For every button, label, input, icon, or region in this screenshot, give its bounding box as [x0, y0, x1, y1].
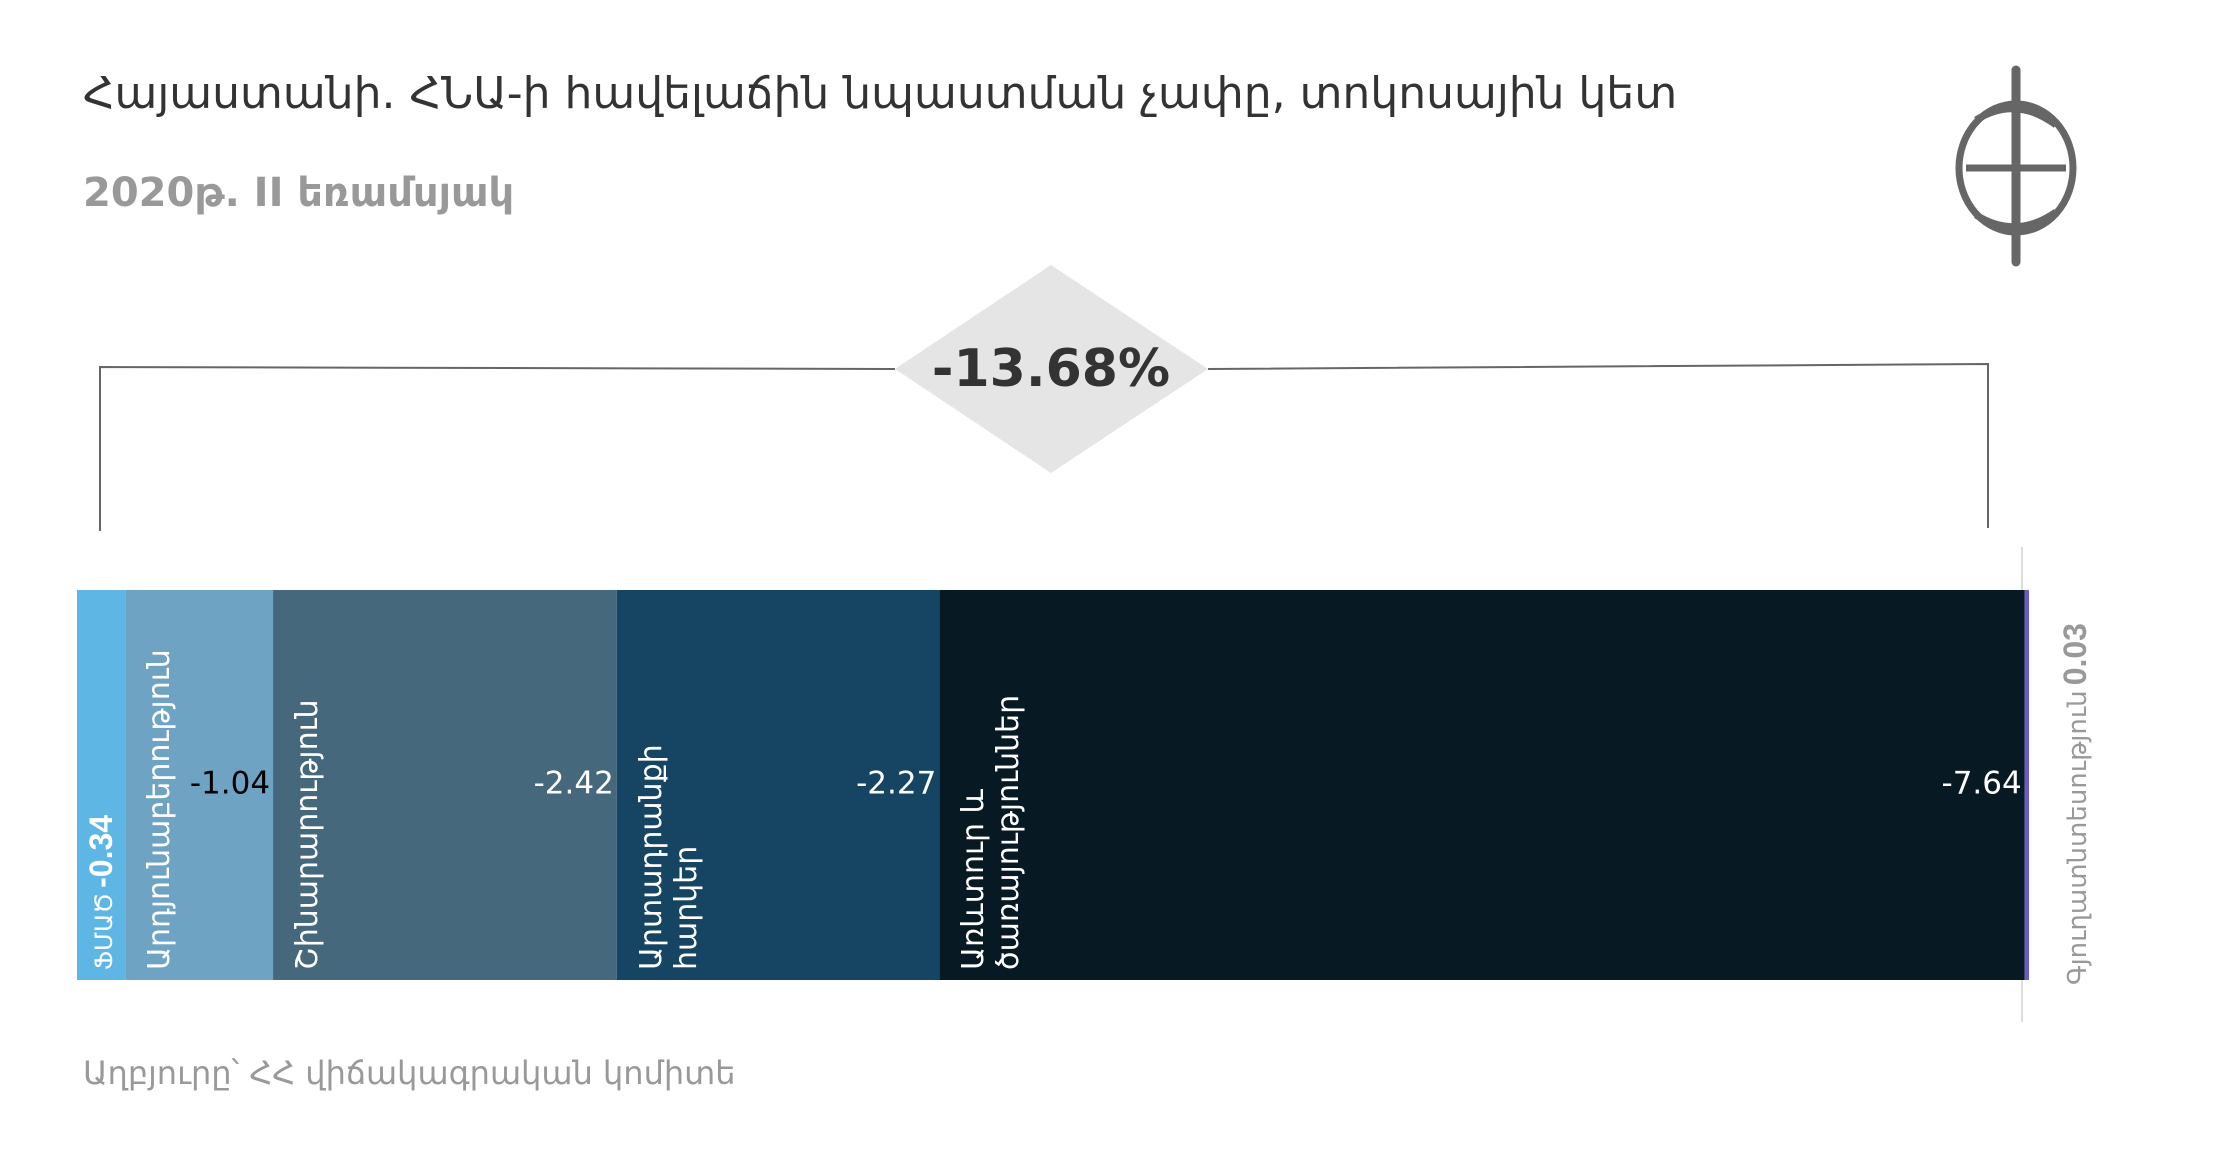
value-label: -7.64: [1942, 766, 2022, 802]
bar-segment: [273, 590, 617, 980]
bar-segment: [77, 590, 126, 980]
value-label: -2.27: [856, 766, 936, 802]
source: Աղբյուրը՝ ՀՀ վիճակագրական կոմիտե: [83, 1054, 736, 1092]
total-bracket: [99, 362, 1989, 531]
total-label: -13.68%: [932, 339, 1170, 399]
chart-title: Հայաստանի. ՀՆԱ-ի հավելաճին նպաստման չափը…: [83, 68, 1677, 119]
value-label: 0.03: [2057, 623, 2093, 686]
category-label: Գյուղատնտեսություն: [2063, 690, 2093, 985]
outside-label: Գյուղատնտեսություն 0.03: [2057, 505, 2094, 985]
logo: [1955, 65, 2077, 267]
category-label: Առևտուր և ծառայություններ: [956, 694, 1026, 970]
bar-segment: [2024, 590, 2029, 980]
category-label: Արտադրանքի հարկեր: [633, 744, 704, 970]
value-label: -0.34: [83, 814, 119, 888]
value-label: -1.04: [190, 766, 270, 802]
category-label: Արդյունաբերություն: [142, 649, 178, 970]
value-label: -2.42: [534, 766, 614, 802]
bar-segment: [939, 590, 2025, 980]
inside-rotated-label: ՖՄԱԾ -0.34: [83, 600, 120, 970]
chart-subtitle: 2020թ. II եռամսյակ: [83, 170, 514, 216]
total-diamond: [895, 265, 1208, 473]
category-label: Շինարարություն: [290, 699, 326, 970]
bar-segment: [125, 590, 274, 980]
bar-segment: [616, 590, 940, 980]
category-label: ՖՄԱԾ: [90, 892, 118, 970]
